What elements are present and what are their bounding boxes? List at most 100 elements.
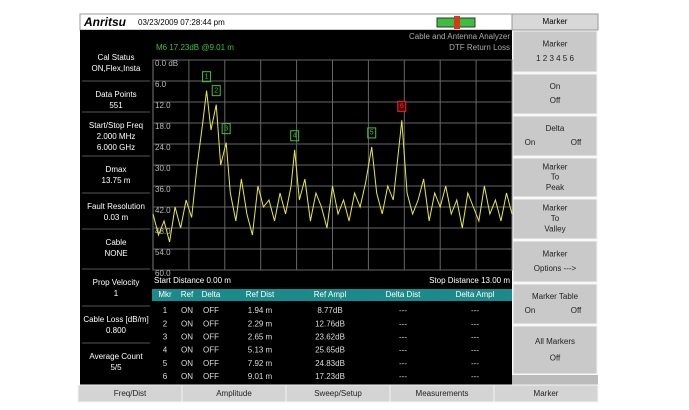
- softkey-text: Off: [550, 96, 561, 105]
- table-cell: ---: [399, 319, 407, 328]
- softkey-text: Delta: [546, 124, 565, 133]
- logo: Anritsu: [83, 15, 127, 29]
- sidebar-value: 5/5: [110, 363, 122, 372]
- sidebar-label: Fault Resolution: [87, 202, 145, 211]
- softkey-text: Marker: [543, 39, 568, 48]
- table-cell: ---: [471, 333, 479, 342]
- table-header: Ref: [181, 290, 194, 299]
- table-cell: 8.77dB: [317, 306, 342, 315]
- softkey: [512, 115, 598, 157]
- sidebar-label: Cable Loss [dB/m]: [83, 315, 148, 324]
- table-cell: OFF: [203, 306, 219, 315]
- bottom-tab-label: Freq/Dist: [114, 389, 147, 398]
- y-tick-label: 60.0: [155, 269, 171, 278]
- softkey: [512, 283, 598, 325]
- sidebar-value: 0.800: [106, 326, 127, 335]
- table-header-bg: [152, 289, 512, 301]
- table-cell: 1: [163, 306, 168, 315]
- y-tick-label: 18.0: [155, 122, 171, 131]
- softkey-text: Valley: [544, 225, 565, 234]
- table-cell: ---: [471, 372, 479, 381]
- table-cell: OFF: [203, 346, 219, 355]
- softkey: [512, 30, 598, 73]
- marker-label: 2: [214, 88, 218, 95]
- datetime: 03/23/2009 07:28:44 pm: [138, 18, 225, 27]
- marker-box: [202, 71, 212, 83]
- softkey-text: To: [551, 214, 560, 223]
- softkey: [512, 73, 598, 115]
- softkey: [512, 325, 598, 375]
- softkey-text: Marker: [543, 204, 568, 213]
- table-cell: ---: [471, 346, 479, 355]
- sidebar-label: Prop Velocity: [93, 278, 140, 287]
- softkey-text: Peak: [546, 183, 565, 192]
- bottom-tab: [493, 384, 599, 403]
- sidebar-value: 6.000 GHz: [97, 143, 135, 152]
- table-cell: 25.65dB: [315, 346, 345, 355]
- table-cell: 2.65 m: [248, 333, 273, 342]
- sidebar-value: 1: [114, 289, 119, 298]
- y-tick-label: 0.0 dB: [155, 59, 178, 68]
- marker-box: [211, 85, 221, 97]
- softkey-text: Off: [571, 138, 582, 147]
- table-header: Ref Dist: [246, 290, 275, 299]
- sidebar-label: Average Count: [89, 352, 143, 361]
- table-header: Delta: [202, 290, 221, 299]
- trace: [152, 90, 513, 243]
- table-cell: OFF: [203, 359, 219, 368]
- softkey-title: Marker: [543, 17, 568, 26]
- start-distance: Start Distance 0.00 m: [154, 276, 231, 285]
- table-cell: OFF: [203, 319, 219, 328]
- softkey-filler: [512, 375, 598, 385]
- table-cell: 5.13 m: [248, 346, 273, 355]
- softkey: [512, 240, 598, 283]
- table-cell: 12.76dB: [315, 319, 345, 328]
- table-cell: ON: [181, 359, 193, 368]
- softkey-text: To: [551, 173, 560, 182]
- marker-box: [290, 130, 300, 142]
- softkey-text: Marker Table: [532, 292, 579, 301]
- softkey: [512, 198, 598, 240]
- sidebar-label: Dmax: [106, 165, 127, 174]
- table-header: Mkr: [158, 290, 172, 299]
- bottom-tab-label: Amplitude: [216, 389, 252, 398]
- y-tick-label: 12.0: [155, 101, 171, 110]
- sidebar-value: 551: [109, 101, 123, 110]
- stop-distance: Stop Distance 13.00 m: [429, 276, 510, 285]
- sidebar-value: NONE: [104, 249, 127, 258]
- sidebar-value: 13.75 m: [102, 176, 131, 185]
- sidebar-label: Cal Status: [98, 53, 135, 62]
- softkey-text: Marker: [543, 162, 568, 171]
- table-cell: 17.23dB: [315, 372, 345, 381]
- table-cell: ---: [399, 306, 407, 315]
- sidebar-label: Cable: [106, 238, 127, 247]
- bottom-tab-label: Measurements: [416, 389, 469, 398]
- marker-box: [221, 123, 231, 135]
- y-tick-label: 30.0: [155, 164, 171, 173]
- softkey-text: Marker: [543, 249, 568, 258]
- table-cell: ---: [399, 346, 407, 355]
- table-cell: ---: [471, 319, 479, 328]
- marker-box: [367, 127, 377, 139]
- chart-title: Cable and Antenna Analyzer: [409, 32, 510, 41]
- bottom-tab-label: Marker: [534, 389, 559, 398]
- softkey: [512, 157, 598, 198]
- marker-label: 1: [205, 74, 209, 81]
- y-tick-label: 48.0: [155, 227, 171, 236]
- sidebar-value: 2.000 MHz: [97, 132, 136, 141]
- table-cell: 6: [163, 372, 168, 381]
- softkey-text: On: [525, 306, 536, 315]
- table-cell: 23.62dB: [315, 333, 345, 342]
- marker-label: 5: [370, 130, 374, 137]
- table-cell: ON: [181, 346, 193, 355]
- table-cell: OFF: [203, 372, 219, 381]
- softkey-text: On: [525, 138, 536, 147]
- softkey-text: 1 2 3 4 5 6: [536, 54, 574, 63]
- y-tick-label: 36.0: [155, 185, 171, 194]
- table-cell: ---: [471, 306, 479, 315]
- marker-label: 4: [293, 133, 297, 140]
- table-cell: 4: [163, 346, 168, 355]
- sidebar-value: ON,Flex,Insta: [92, 64, 141, 73]
- softkey-text: Off: [550, 353, 561, 362]
